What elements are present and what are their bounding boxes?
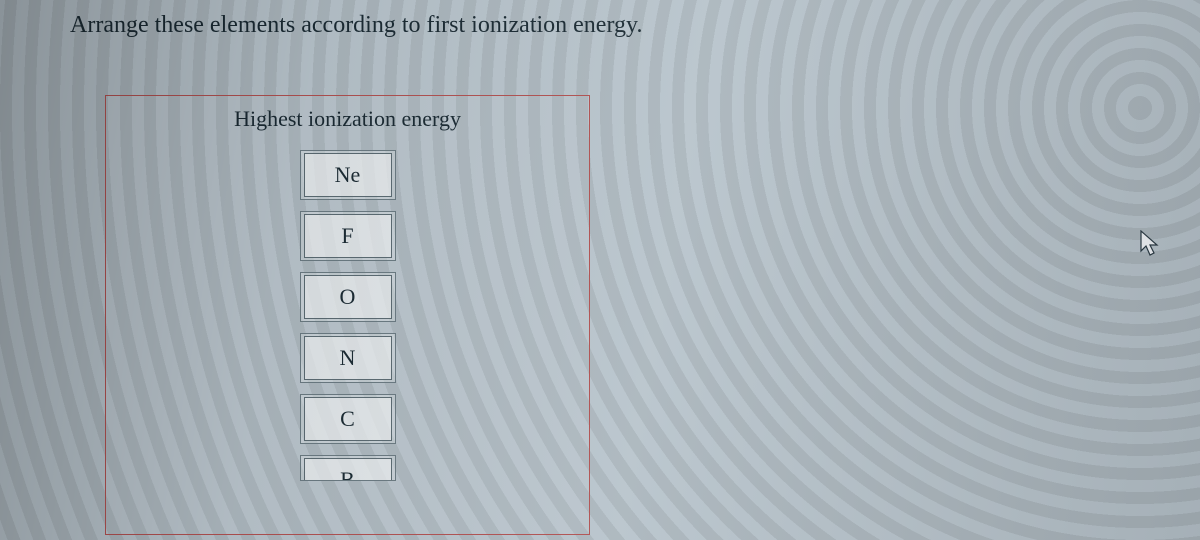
ranking-slot[interactable]: F (300, 211, 396, 261)
ranking-slot[interactable]: N (300, 333, 396, 383)
ranking-container: Highest ionization energy Ne F O N C (105, 95, 590, 535)
ranking-slot[interactable]: O (300, 272, 396, 322)
element-tile[interactable]: Ne (304, 153, 392, 197)
element-tile[interactable]: O (304, 275, 392, 319)
element-tile[interactable]: B (304, 458, 392, 481)
element-tile[interactable]: F (304, 214, 392, 258)
ranking-top-label: Highest ionization energy (106, 106, 589, 132)
element-tile[interactable]: C (304, 397, 392, 441)
ranking-slot[interactable]: B (300, 455, 396, 481)
element-symbol: F (341, 223, 353, 249)
element-symbol: B (340, 467, 355, 481)
ranking-slots: Ne F O N C B (106, 150, 589, 481)
mouse-cursor-icon (1140, 230, 1162, 258)
element-tile[interactable]: N (304, 336, 392, 380)
element-symbol: N (340, 345, 356, 371)
ranking-slot[interactable]: C (300, 394, 396, 444)
element-symbol: Ne (335, 162, 361, 188)
element-symbol: O (340, 284, 356, 310)
ranking-slot[interactable]: Ne (300, 150, 396, 200)
element-symbol: C (340, 406, 355, 432)
question-prompt: Arrange these elements according to firs… (70, 12, 642, 39)
